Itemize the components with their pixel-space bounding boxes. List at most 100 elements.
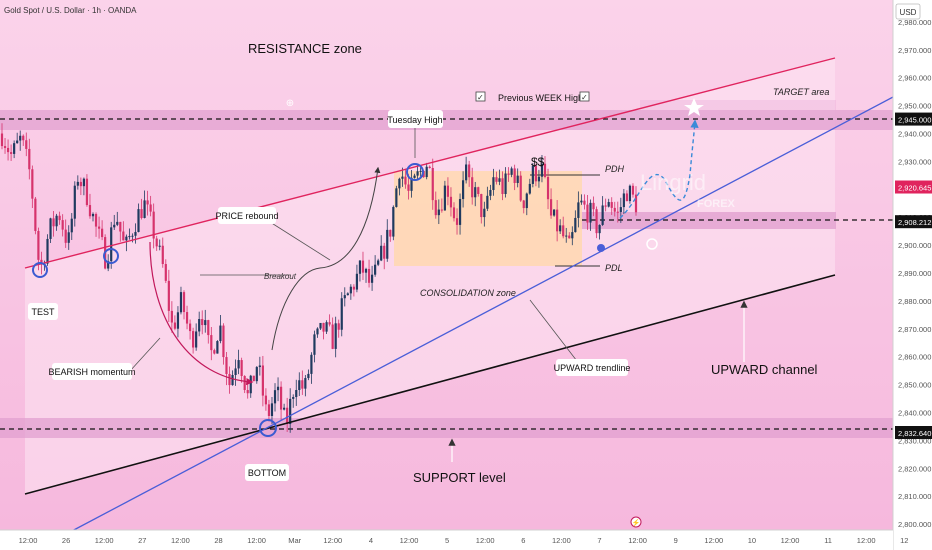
candle-body	[279, 386, 283, 410]
candle-body	[216, 341, 219, 354]
candle-body	[116, 221, 119, 225]
candle-body	[298, 380, 301, 391]
candle-body	[410, 177, 413, 191]
candle-body	[301, 380, 304, 389]
time-axis[interactable]	[0, 530, 893, 550]
target-area-box	[640, 100, 836, 130]
candle-body	[586, 204, 589, 223]
candle-body	[252, 375, 255, 382]
candle-body	[231, 374, 234, 386]
candle-body	[577, 202, 580, 218]
price-axis[interactable]	[893, 0, 932, 550]
candle-body	[55, 215, 58, 227]
event-marker-icon[interactable]: ⚡	[630, 516, 642, 528]
candle-body	[31, 169, 34, 199]
svg-text:Tuesday High: Tuesday High	[387, 115, 442, 125]
candle-body	[179, 292, 183, 313]
candle-body	[170, 310, 173, 323]
candle-body	[446, 185, 450, 197]
candle-body	[507, 173, 510, 175]
test-tag: TEST	[28, 303, 58, 320]
candle-body	[455, 218, 459, 225]
candle-body	[634, 194, 638, 213]
candle-body	[310, 354, 313, 374]
candle-body	[61, 220, 64, 230]
candle-body	[286, 407, 289, 425]
x-tick-label: 11	[824, 536, 832, 545]
candle-body	[198, 319, 201, 332]
candle-body	[304, 378, 307, 389]
x-tick-label: 12:00	[95, 536, 114, 545]
candle-body	[364, 268, 368, 273]
candle-body	[94, 213, 98, 227]
svg-text:USD: USD	[900, 8, 917, 17]
candle-body	[525, 193, 528, 209]
candle-body	[207, 320, 210, 336]
y-tick-label: 2,940.000	[898, 130, 931, 139]
candle-body	[440, 209, 443, 211]
candle-body	[249, 375, 252, 394]
resistance-trendline	[24, 57, 836, 269]
candle-body	[76, 181, 79, 186]
candle-body	[264, 395, 268, 405]
candle-body	[407, 184, 410, 191]
price-tag-label: 2,920.645	[898, 184, 931, 193]
candle-body	[398, 178, 401, 189]
candle-body	[46, 238, 49, 264]
scroll-down-icon[interactable]: ⊕	[286, 98, 294, 109]
candle-body	[580, 200, 583, 203]
candle-body	[131, 235, 134, 237]
upward-channel-label: UPWARD channel	[711, 362, 818, 377]
candles-layer	[0, 123, 638, 433]
candle-body	[631, 185, 635, 195]
candle-body	[222, 325, 225, 358]
upward-trendline-tag: UPWARD trendline	[554, 359, 630, 376]
candle-body	[562, 225, 565, 237]
candle-body	[619, 207, 622, 212]
candle-body	[540, 163, 544, 177]
candle-body	[374, 264, 377, 275]
x-tick-label: 12:00	[171, 536, 190, 545]
candle-body	[468, 164, 471, 178]
candle-body	[155, 238, 158, 247]
candle-body	[49, 218, 52, 239]
candle-body	[519, 175, 522, 201]
price-tag-label: 2,908.212	[898, 218, 931, 227]
candle-body	[598, 224, 601, 234]
candle-body	[273, 390, 277, 404]
candle-body	[128, 236, 131, 238]
candle-body	[452, 207, 456, 219]
candle-body	[419, 170, 422, 172]
candle-body	[255, 367, 258, 382]
candle-body	[276, 386, 280, 391]
candle-body	[601, 205, 604, 225]
candle-body	[543, 163, 547, 178]
candle-body	[516, 175, 519, 184]
candle-body	[37, 230, 40, 260]
candle-body	[82, 178, 86, 187]
candle-body	[355, 273, 359, 290]
chart-symbol-title[interactable]: Gold Spot / U.S. Dollar · 1h · OANDA	[4, 6, 137, 15]
y-tick-label: 2,960.000	[898, 74, 931, 83]
candle-body	[16, 140, 19, 144]
candle-body	[510, 168, 513, 175]
candle-body	[146, 200, 149, 205]
x-axis-ticks: 12:00 26 12:00 27 12:00 28 12:00 Mar 12:00 4 12:00…	[19, 536, 909, 545]
candle-body	[513, 168, 516, 184]
price-tag-label: 2,832.640	[898, 429, 931, 438]
candle-body	[152, 211, 155, 239]
candle-body	[583, 200, 586, 205]
candle-body	[437, 209, 440, 216]
candle-body	[204, 320, 207, 326]
candle-body	[85, 178, 89, 206]
price-tags: 2,945.000 2,920.645 2,908.212 2,832.640	[895, 112, 932, 440]
x-tick-label: 12:00	[400, 536, 419, 545]
candle-body	[392, 206, 395, 237]
candle-body	[167, 280, 170, 311]
candle-body	[604, 205, 607, 207]
candle-body	[140, 209, 143, 218]
candle-body	[137, 209, 140, 232]
currency-tag[interactable]: USD	[895, 3, 921, 20]
y-tick-label: 2,810.000	[898, 492, 931, 501]
